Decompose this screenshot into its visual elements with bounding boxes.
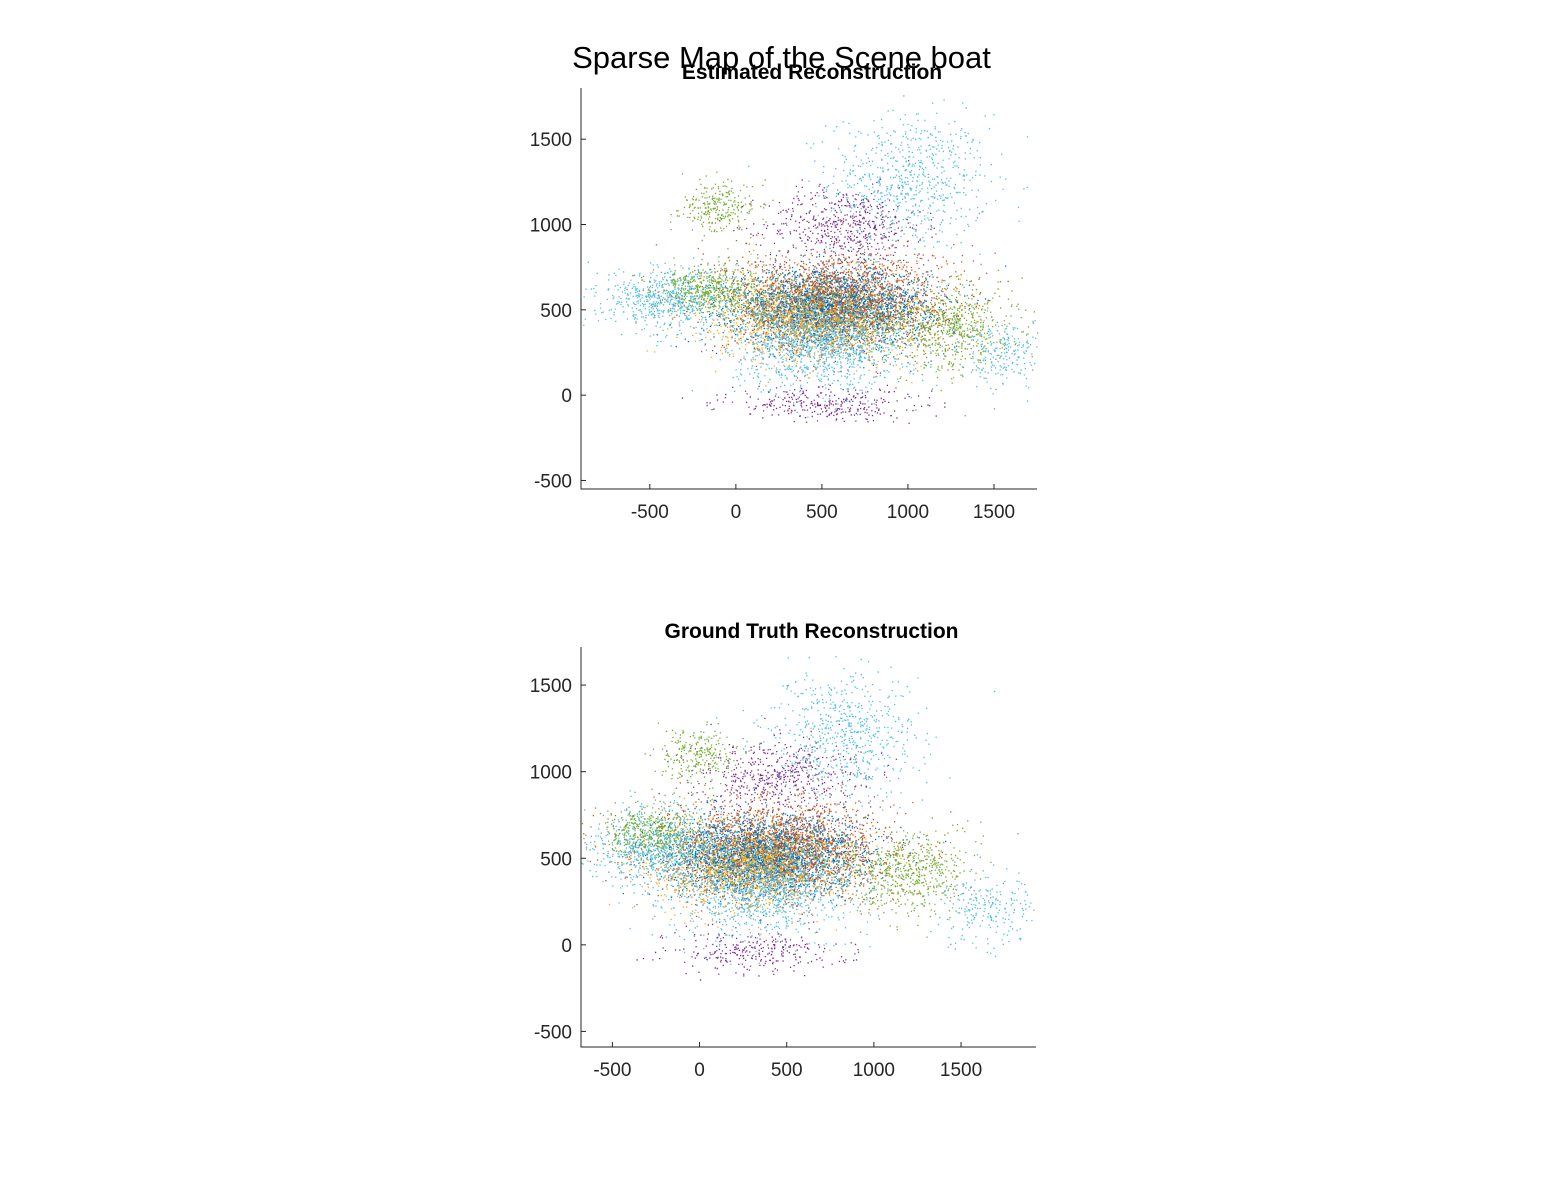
x-axis: -500 0 500 1000 1500 [593,1042,982,1081]
x-tick-label: 1500 [973,502,1015,523]
y-tick-label: 500 [540,849,572,870]
y-tick-label: 1500 [530,130,572,151]
x-tick-label: 1000 [887,502,929,523]
x-tick-label: 0 [731,502,742,523]
y-tick-label: -500 [534,471,572,492]
x-tick-label: 1500 [940,1060,982,1081]
y-tick-label: -500 [534,1022,572,1043]
y-tick-label: 500 [540,301,572,322]
x-tick-label: 0 [694,1060,705,1081]
y-axis: -500 0 500 1000 1500 [530,676,586,1043]
x-axis: -500 0 500 1000 1500 [631,484,1015,523]
axis-lines [580,88,1037,490]
point-cluster [927,854,1035,958]
estimated-reconstruction-plot: Estimated Reconstruction -500 0 500 1000 150… [530,61,1039,523]
y-tick-label: 0 [561,936,572,957]
point-cluster [644,721,761,797]
y-tick-label: 1500 [530,676,572,697]
point-cluster [583,257,773,347]
point-cluster [636,919,860,981]
point-cluster [681,384,946,424]
figure-title: Sparse Map of the Scene boat [572,40,991,75]
point-cluster [656,248,1007,374]
y-tick-label: 0 [561,386,572,407]
point-cluster [805,816,1019,945]
x-tick-label: -500 [593,1060,631,1081]
point-cloud [583,95,1039,424]
y-tick-label: 1000 [530,216,572,237]
x-tick-label: 500 [771,1060,803,1081]
x-tick-label: -500 [631,502,669,523]
point-cluster [626,256,793,326]
x-tick-label: 1000 [853,1060,895,1081]
point-cloud [581,656,1035,981]
point-cluster [716,656,996,836]
point-cluster [670,171,774,250]
plot-title: Estimated Reconstruction [682,61,942,84]
ground-truth-reconstruction-plot: Ground Truth Reconstruction -500 0 500 1000… [530,620,1036,1081]
y-axis: -500 0 500 1000 1500 [530,130,586,492]
point-cluster [581,790,761,907]
x-tick-label: 500 [806,502,838,523]
plot-title: Ground Truth Reconstruction [665,620,959,643]
y-tick-label: 1000 [530,763,572,784]
axis-lines [580,647,1036,1048]
point-cluster [602,797,908,938]
